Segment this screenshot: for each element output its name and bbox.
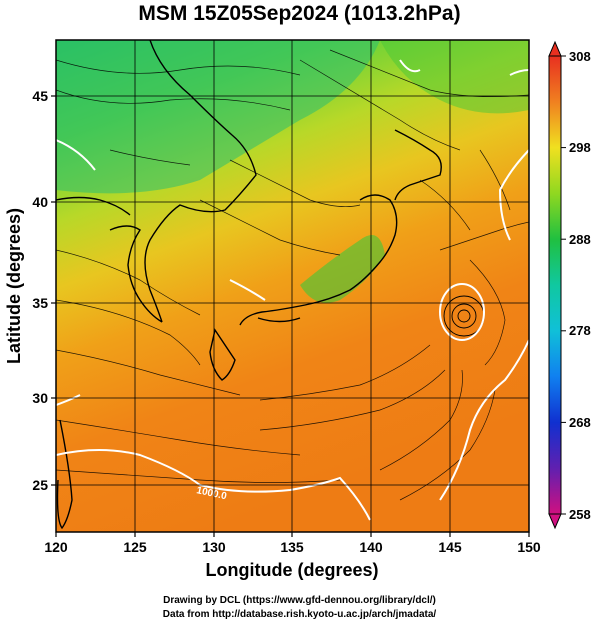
x-tick-label: 150 — [517, 539, 541, 555]
x-tick-label: 135 — [280, 539, 304, 555]
y-axis-ticks — [51, 95, 56, 486]
x-axis-ticks — [55, 532, 530, 537]
y-tick-labels: 45 40 35 30 25 — [32, 88, 48, 493]
credit-drawing: Drawing by DCL (https://www.gfd-dennou.o… — [163, 595, 436, 606]
colorbar-tick-label: 298 — [569, 140, 591, 155]
x-tick-label: 125 — [123, 539, 147, 555]
coastlines — [56, 40, 442, 530]
streamlines — [56, 49, 529, 501]
colorbar-tick-label: 288 — [569, 232, 591, 247]
colorbar: 308 298 288 278 268 258 — [548, 40, 591, 530]
x-axis-title: Longitude (degrees) — [205, 560, 378, 580]
colorbar-scale — [548, 55, 562, 515]
y-tick-label: 35 — [32, 295, 48, 311]
colorbar-min-arrow — [548, 513, 562, 530]
map-title: MSM 15Z05Sep2024 (1013.2hPa) — [138, 2, 461, 25]
credit-data-source: Data from http://database.rish.kyoto-u.a… — [162, 609, 437, 620]
cool-region — [56, 40, 380, 194]
y-axis-title: Latitude (degrees) — [4, 208, 24, 364]
japan-land-cool — [300, 235, 385, 303]
lat-lon-grid — [56, 40, 529, 532]
colorbar-max-arrow — [548, 40, 562, 57]
y-tick-label: 25 — [32, 477, 48, 493]
cool-region-east — [380, 40, 529, 114]
y-tick-label: 40 — [32, 194, 48, 210]
y-tick-label: 45 — [32, 88, 48, 104]
pressure-contours — [56, 59, 529, 521]
y-tick-label: 30 — [32, 390, 48, 406]
x-tick-label: 140 — [359, 539, 383, 555]
colorbar-tick-label: 268 — [569, 415, 591, 430]
colorbar-tick-label: 278 — [569, 323, 591, 338]
x-tick-label: 130 — [202, 539, 226, 555]
colorbar-tick-label: 308 — [569, 49, 591, 64]
x-tick-label: 145 — [438, 539, 462, 555]
colorbar-tick-label: 258 — [569, 507, 591, 522]
x-tick-label: 120 — [44, 539, 68, 555]
x-tick-labels: 120 125 130 135 140 145 150 — [44, 539, 541, 555]
